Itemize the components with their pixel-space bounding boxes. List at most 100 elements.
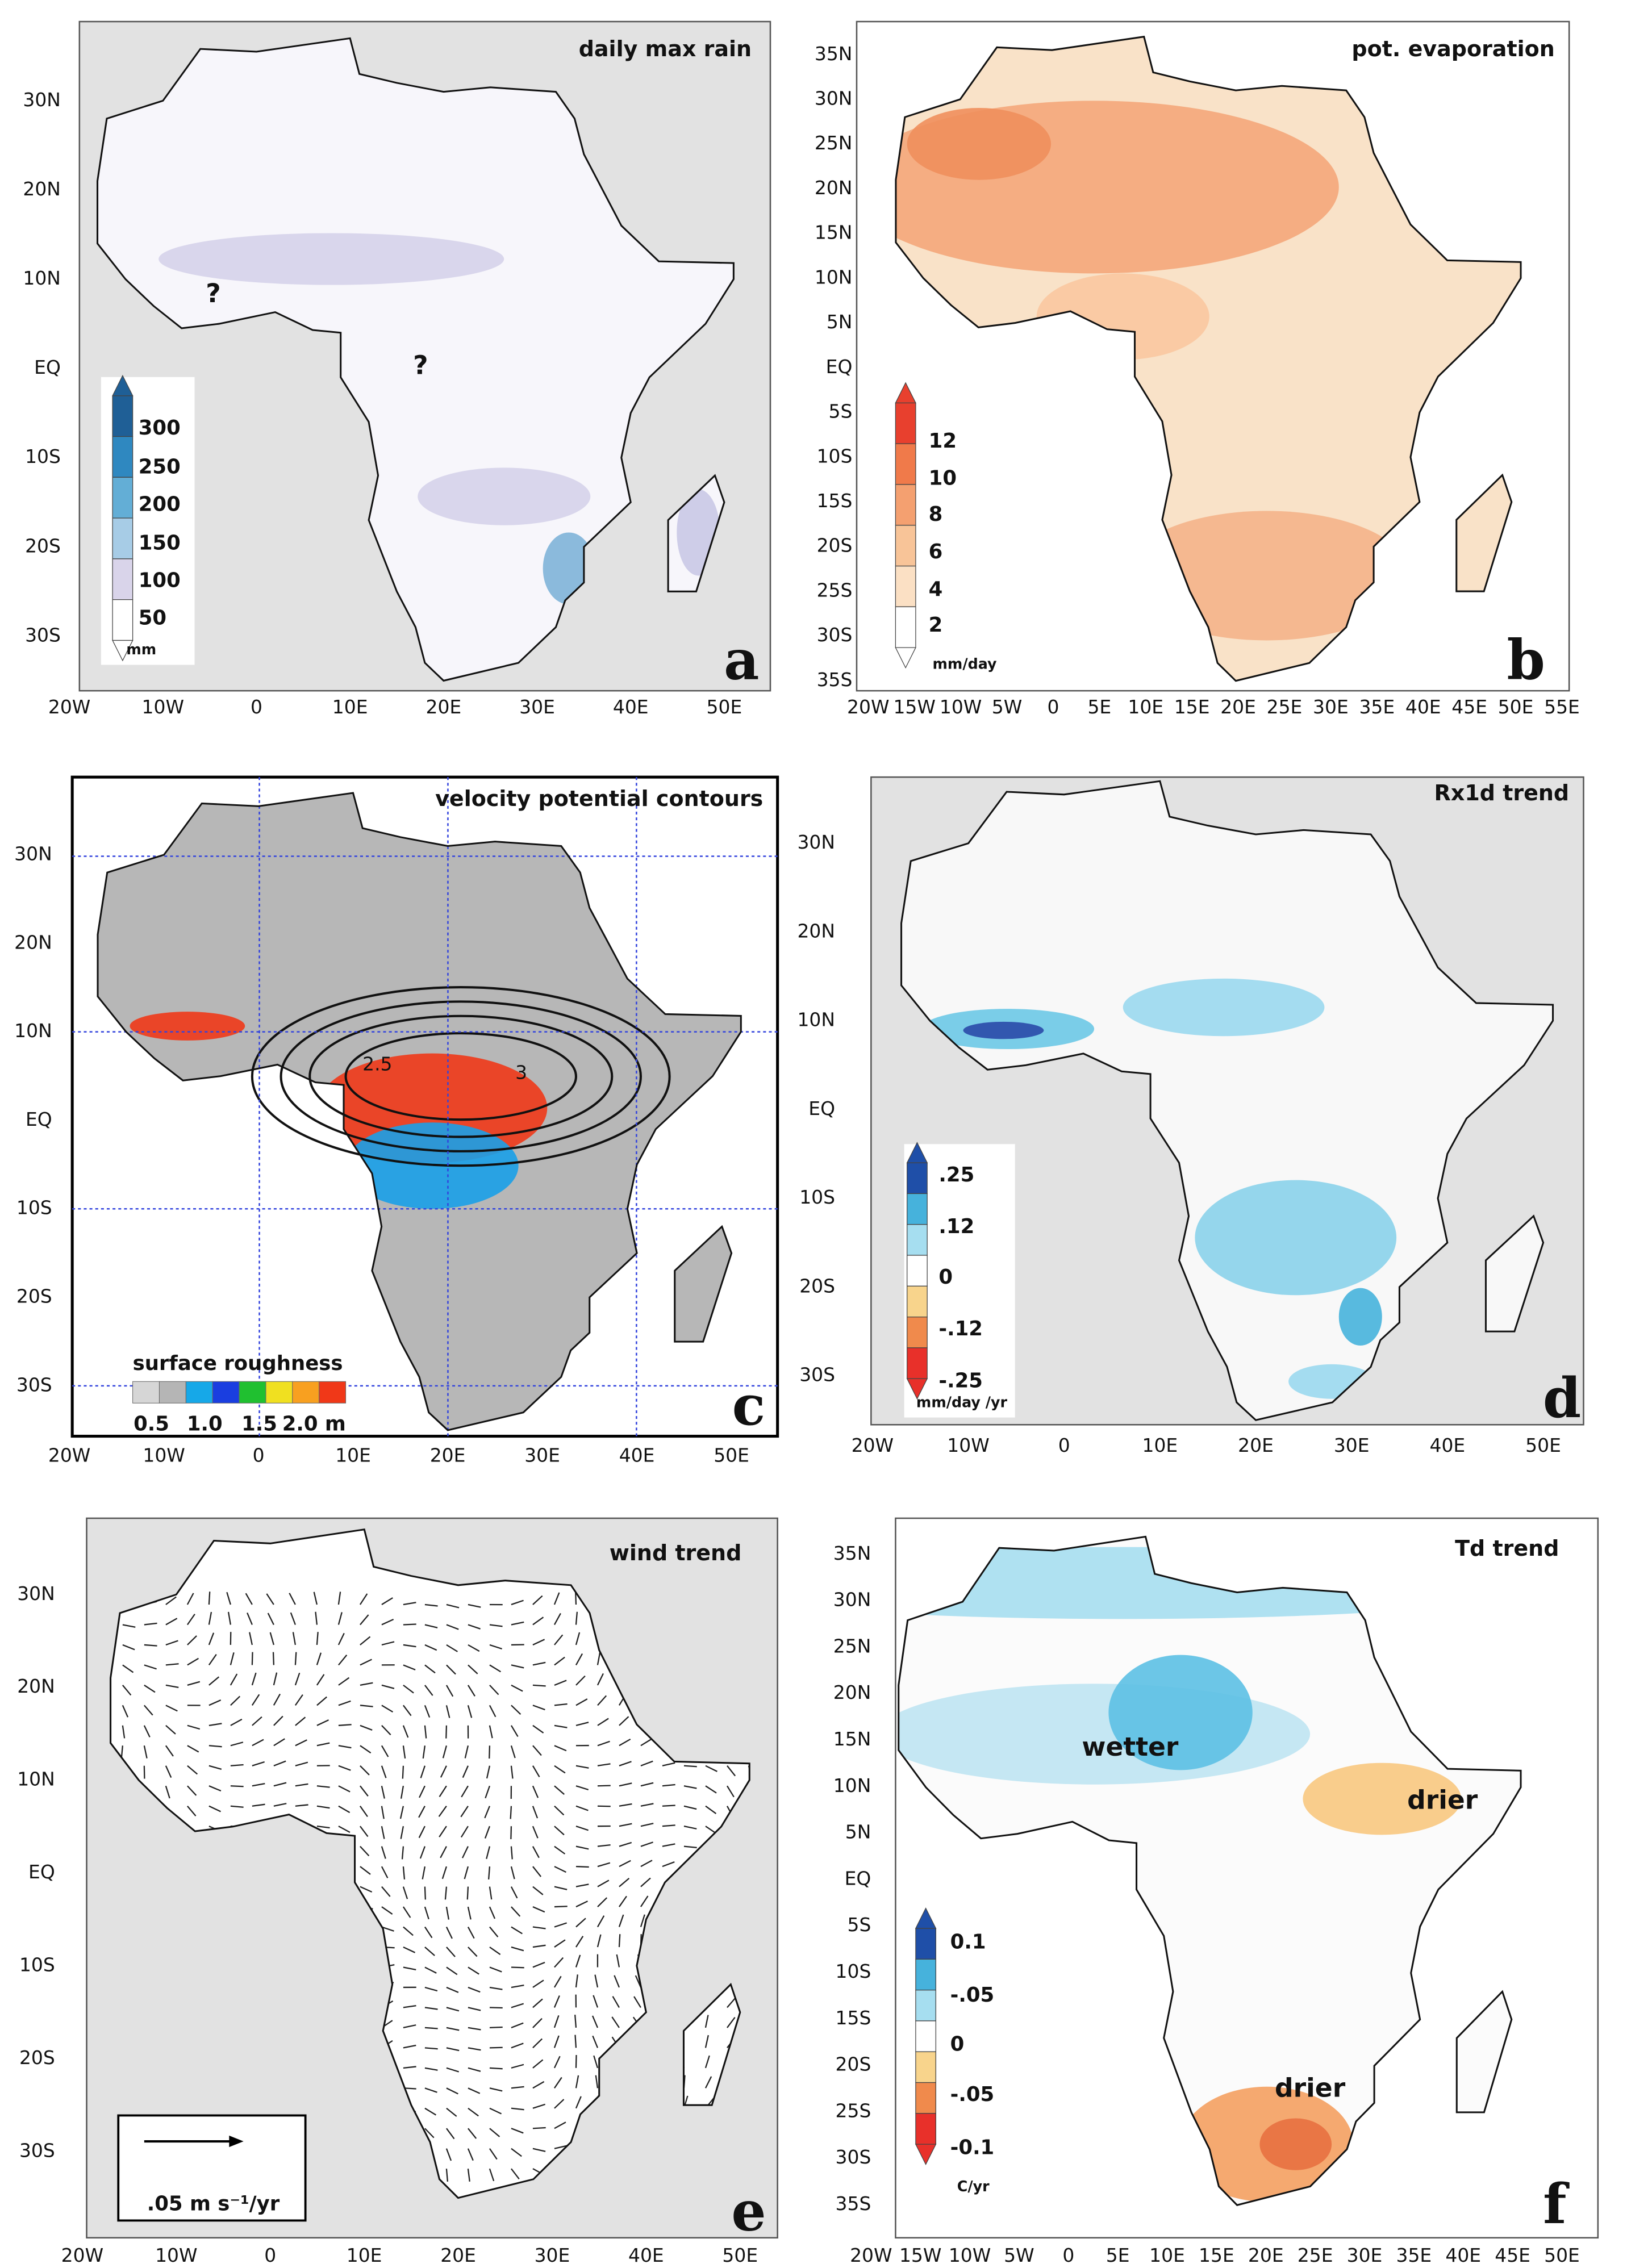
wind-arrow [422, 1745, 426, 1759]
y-tick-label: 10S [836, 1960, 871, 1982]
coastline [96, 37, 735, 682]
wind-arrow [338, 1655, 348, 1666]
legend-box [117, 2114, 307, 2222]
wind-arrow [208, 1676, 220, 1686]
wind-arrow [511, 2086, 524, 2089]
x-tick-label: 55E [1544, 696, 1580, 718]
y-tick-label: 30N [815, 87, 853, 110]
wind-arrow [445, 2169, 449, 2182]
wind-arrow [360, 1705, 373, 1707]
wind-arrow [532, 1886, 544, 1895]
wind-arrow [511, 1946, 524, 1952]
field-patch [1108, 1655, 1253, 1770]
legend-arrow [906, 1142, 928, 1163]
y-tick-label: 30S [836, 2146, 871, 2168]
wind-arrow [467, 1685, 475, 1697]
x-tick-label: 30E [535, 2244, 570, 2266]
wind-arrow [510, 1846, 513, 1860]
wind-arrow [614, 1975, 620, 1988]
wind-arrow [468, 1986, 481, 1993]
wind-arrow [267, 1613, 274, 1625]
panel-title: wind trend [610, 1540, 742, 1565]
wind-arrow [273, 1738, 285, 1747]
wind-arrow [511, 1664, 524, 1669]
legend-swatch [915, 2020, 936, 2052]
wind-arrow [618, 1934, 621, 1948]
x-tick-label: 0 [1047, 696, 1059, 718]
wind-arrow [273, 1672, 278, 1686]
wind-arrow [612, 1996, 620, 2008]
wind-arrow [360, 1845, 370, 1857]
y-tick-label: 20N [815, 177, 853, 199]
wind-arrow [230, 1741, 244, 1747]
wind-arrow [489, 2168, 495, 2182]
y-tick-label: 10S [25, 445, 61, 467]
wind-arrow [489, 1926, 499, 1937]
field-patch [418, 467, 591, 525]
wind-arrow [316, 1652, 322, 1665]
wind-arrow [489, 1986, 503, 1990]
wind-arrow [252, 1716, 262, 1726]
legend-title: surface roughness [133, 1352, 343, 1375]
wind-arrow [381, 1826, 385, 1839]
wind-arrow [208, 1785, 222, 1792]
legend-swatch [895, 606, 916, 648]
wind-arrow [640, 1914, 645, 1927]
wind-arrow [445, 1927, 453, 1939]
wind-arrow [554, 1845, 566, 1855]
wind-arrow [619, 1895, 627, 1907]
wind-arrow [144, 1684, 156, 1693]
wind-arrow [468, 2027, 481, 2031]
legend-swatch [112, 477, 134, 519]
wind-arrow [273, 1760, 286, 1766]
wind-arrow [446, 2047, 460, 2052]
wind-arrow [595, 2075, 599, 2089]
wind-arrow [704, 2055, 710, 2069]
wind-arrow [122, 1685, 132, 1696]
wind-arrow [252, 1739, 264, 1747]
wind-arrow [554, 1957, 564, 1968]
x-tick-label: 50E [722, 2244, 758, 2266]
wind-arrow [619, 1716, 629, 1726]
wind-arrow [468, 1664, 478, 1674]
wind-arrow [461, 1846, 469, 1858]
wind-arrow [575, 1974, 578, 1988]
y-tick-label: EQ [28, 1861, 55, 1883]
wind-arrow [532, 2081, 545, 2089]
wind-arrow [511, 2128, 524, 2134]
wind-arrow [575, 1954, 581, 1968]
wind-arrow [208, 1611, 212, 1625]
wind-arrow [532, 1906, 545, 1913]
legend-unit: mm/day /yr [916, 1393, 1008, 1410]
wind-arrow [532, 2018, 543, 2028]
wind-arrow [592, 2015, 599, 2028]
wind-arrow [247, 1612, 253, 1625]
legend-swatch [915, 2051, 936, 2083]
legend-label: -.05 [950, 2083, 995, 2106]
x-tick-label: 0 [251, 696, 262, 718]
wind-arrow [532, 1866, 542, 1877]
wind-arrow [252, 1761, 265, 1766]
wind-arrow [445, 2148, 452, 2161]
legend-unit: .05 m s⁻¹/yr [147, 2192, 280, 2216]
wind-arrow [461, 1785, 469, 1798]
wind-arrow [554, 1826, 565, 1836]
wind-arrow [468, 1603, 481, 1608]
wind-arrow [511, 1985, 524, 1989]
wind-arrow [597, 1879, 610, 1887]
panel-letter: a [724, 628, 759, 692]
wind-arrow [230, 1673, 238, 1686]
wind-arrow [381, 1906, 393, 1915]
wind-arrow [187, 1724, 201, 1730]
x-tick-label: 40E [628, 2244, 664, 2266]
legend-swatch [895, 443, 916, 485]
wind-arrow [704, 2076, 712, 2089]
wind-arrow [418, 1826, 425, 1839]
wind-arrow [532, 1724, 544, 1734]
wind-arrow [273, 1693, 281, 1706]
coastline [898, 1535, 1522, 2206]
y-tick-label: 30N [833, 1589, 871, 1611]
y-tick-label: 25N [815, 132, 853, 154]
x-tick-label: 10W [940, 696, 982, 718]
wind-arrow [484, 1806, 490, 1819]
